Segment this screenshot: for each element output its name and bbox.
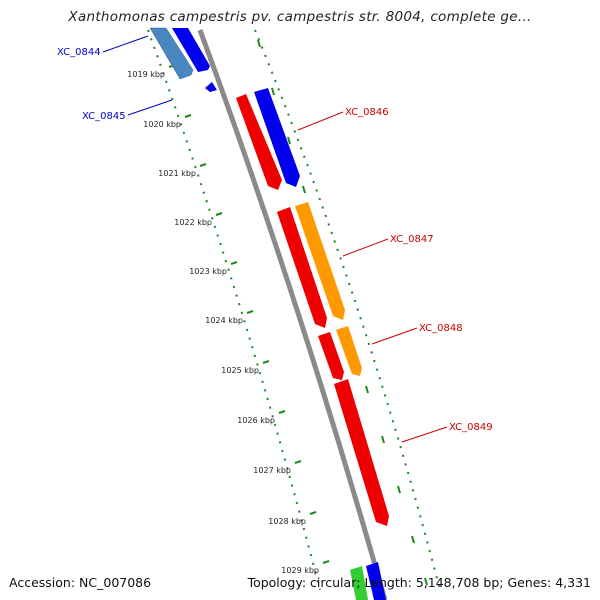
topology-value: circular; (310, 575, 361, 590)
length-label: Length: (364, 575, 412, 590)
ruler-ticks (168, 39, 428, 586)
outer-ruler (254, 29, 441, 591)
kbp-tick-label: 1026 kbp (237, 416, 275, 425)
leader-xc0845 (127, 99, 173, 116)
inner-ruler (147, 29, 321, 591)
kbp-tick-label: 1029 kbp (281, 566, 319, 575)
ruler-tick (278, 410, 286, 414)
ruler-tick (184, 114, 192, 118)
ruler-tick (246, 310, 254, 314)
accession-info: Accession: NC_007086 (9, 575, 151, 590)
outer-ruler-tick (411, 535, 415, 544)
topology-label: Topology: (247, 575, 307, 590)
ruler-tick (230, 261, 238, 265)
genes-value: 4,331 (555, 575, 591, 590)
outer-ruler-tick (271, 87, 275, 96)
gene-xc0846-arrows[interactable] (236, 88, 300, 190)
gene-label-xc0848[interactable]: XC_0848 (419, 323, 463, 334)
ruler-tick (215, 212, 223, 216)
feature-blue-bottom[interactable] (366, 562, 386, 600)
gene-xc0848-arrows[interactable] (318, 326, 362, 380)
tick-labels: 1019 kbp 1020 kbp 1021 kbp 1022 kbp 1023 kbp… (127, 70, 319, 575)
length-value: 5,148,708 bp; (415, 575, 504, 590)
outer-ruler-tick (424, 577, 428, 586)
gene-xc0844-arrows[interactable] (149, 27, 210, 80)
feature-red-0848[interactable] (318, 332, 344, 380)
feature-blue-0845[interactable] (205, 82, 217, 92)
gene-label-xc0847[interactable]: XC_0847 (390, 234, 434, 245)
gene-label-xc0846[interactable]: XC_0846 (345, 107, 389, 118)
leader-xc0844 (102, 35, 149, 53)
feature-green-bottom[interactable] (350, 566, 368, 600)
ruler-tick (294, 460, 302, 464)
feature-orange-0848[interactable] (336, 326, 362, 376)
ruler-tick (322, 560, 330, 564)
kbp-tick-label: 1022 kbp (174, 218, 212, 227)
accession-value: NC_007086 (79, 575, 152, 590)
ruler-tick (309, 511, 317, 515)
feature-red-0847[interactable] (277, 207, 327, 328)
kbp-tick-label: 1020 kbp (143, 120, 181, 129)
genes-label: Genes: (507, 575, 552, 590)
outer-ruler-tick (381, 435, 385, 444)
leader-xc0847 (342, 238, 389, 257)
kbp-tick-label: 1019 kbp (127, 70, 165, 79)
kbp-tick-label: 1023 kbp (189, 267, 227, 276)
outer-ruler-tick (302, 185, 306, 194)
genome-stats: Topology: circular; Length: 5,148,708 bp… (248, 575, 591, 590)
feature-red-0849[interactable] (334, 379, 389, 526)
feature-red-0846[interactable] (236, 94, 282, 190)
kbp-tick-label: 1028 kbp (268, 517, 306, 526)
kbp-tick-label: 1025 kbp (221, 366, 259, 375)
map-title: Xanthomonas campestris pv. campestris st… (68, 9, 532, 25)
leader-xc0846 (297, 111, 344, 131)
outer-ruler-tick (257, 39, 261, 48)
gene-label-xc0845[interactable]: XC_0845 (82, 111, 126, 122)
outer-ruler-tick (365, 385, 369, 394)
kbp-tick-label: 1027 kbp (253, 466, 291, 475)
kbp-tick-label: 1021 kbp (158, 169, 196, 178)
gene-label-xc0844[interactable]: XC_0844 (57, 47, 101, 58)
leader-xc0848 (371, 327, 418, 345)
feature-orange-0847[interactable] (295, 202, 345, 320)
ruler-tick (262, 360, 270, 364)
feature-blue-0844[interactable] (172, 28, 210, 72)
ruler-tick (199, 163, 207, 167)
feature-blue-0846[interactable] (254, 88, 300, 187)
feature-steel-0844[interactable] (149, 27, 194, 80)
outer-ruler-tick (287, 136, 291, 145)
outer-ruler-tick (397, 485, 401, 494)
accession-label: Accession: (9, 575, 76, 590)
kbp-tick-label: 1024 kbp (205, 316, 243, 325)
gene-label-xc0849[interactable]: XC_0849 (449, 422, 493, 433)
gene-xc0847-arrows[interactable] (277, 202, 345, 328)
leader-xc0849 (401, 426, 448, 443)
genome-backbone (197, 29, 388, 600)
